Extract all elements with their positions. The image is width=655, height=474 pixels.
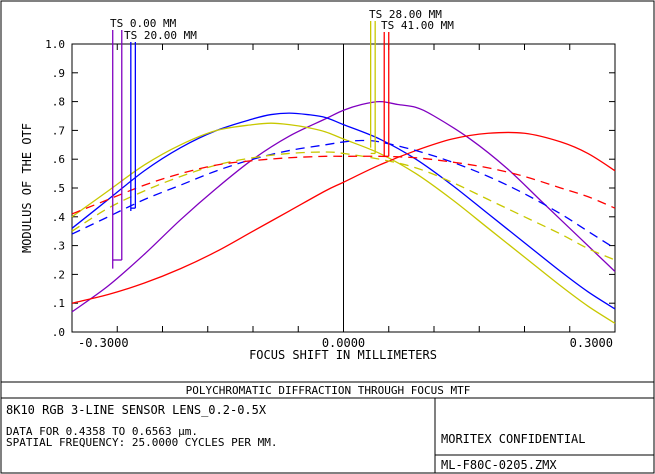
lens-name: 8K10 RGB 3-LINE SENSOR LENS_0.2-0.5X [6, 403, 267, 417]
field-label-ts28: TS 28.00 MM [369, 8, 442, 21]
confidential-label: MORITEX CONFIDENTIAL [441, 432, 586, 446]
file-name: ML-F80C-0205.ZMX [441, 458, 557, 472]
mtf-series-3 [71, 131, 616, 304]
y-tick-label: .6 [52, 153, 65, 166]
mtf-series-0 [71, 100, 616, 313]
y-tick-label: 1.0 [45, 38, 65, 51]
mtf-series-5 [71, 151, 616, 261]
field-label-ts20: TS 20.00 MM [124, 29, 197, 42]
x-tick-labels: -0.3000 0.0000 0.3000 [78, 336, 613, 350]
y-tick-label: .1 [52, 297, 65, 310]
x-tick-label: 0.3000 [570, 336, 613, 350]
y-tick-label: .8 [52, 96, 65, 109]
mtf-series-4 [71, 139, 616, 250]
y-tick-label: .5 [52, 182, 65, 195]
plot-title: POLYCHROMATIC DIFFRACTION THROUGH FOCUS … [186, 384, 471, 397]
mtf-series-1 [71, 112, 616, 310]
y-tick-label: .2 [52, 268, 65, 281]
mtf-curves [71, 100, 616, 324]
x-tick-label: 0.0000 [322, 336, 365, 350]
spatial-frequency: SPATIAL FREQUENCY: 25.0000 CYCLES PER MM… [6, 436, 278, 449]
y-tick-label: .9 [52, 67, 65, 80]
mtf-series-2 [71, 122, 616, 324]
y-tick-label: .4 [52, 211, 66, 224]
y-tick-label: .3 [52, 240, 65, 253]
y-axis-label: MODULUS OF THE OTF [20, 123, 34, 253]
y-tick-label: .7 [52, 124, 65, 137]
x-tick-label: -0.3000 [78, 336, 129, 350]
y-tick-label: .0 [52, 326, 65, 339]
data-range: DATA FOR 0.4358 TO 0.6563 µm. [6, 425, 198, 438]
field-label-ts41: TS 41.00 MM [381, 19, 454, 32]
field-markers [112, 21, 390, 269]
field-label-ts0: TS 0.00 MM [110, 17, 177, 30]
y-tick-labels: .0 .1 .2 .3 .4 .5 .6 .7 .8 .9 1.0 [45, 38, 65, 339]
x-axis-label: FOCUS SHIFT IN MILLIMETERS [249, 348, 437, 362]
